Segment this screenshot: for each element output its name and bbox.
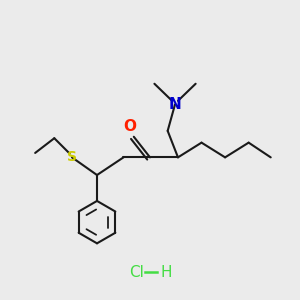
Text: N: N bbox=[169, 97, 182, 112]
Text: S: S bbox=[67, 150, 77, 164]
Text: O: O bbox=[123, 119, 136, 134]
Text: Cl: Cl bbox=[129, 265, 144, 280]
Text: H: H bbox=[160, 265, 172, 280]
